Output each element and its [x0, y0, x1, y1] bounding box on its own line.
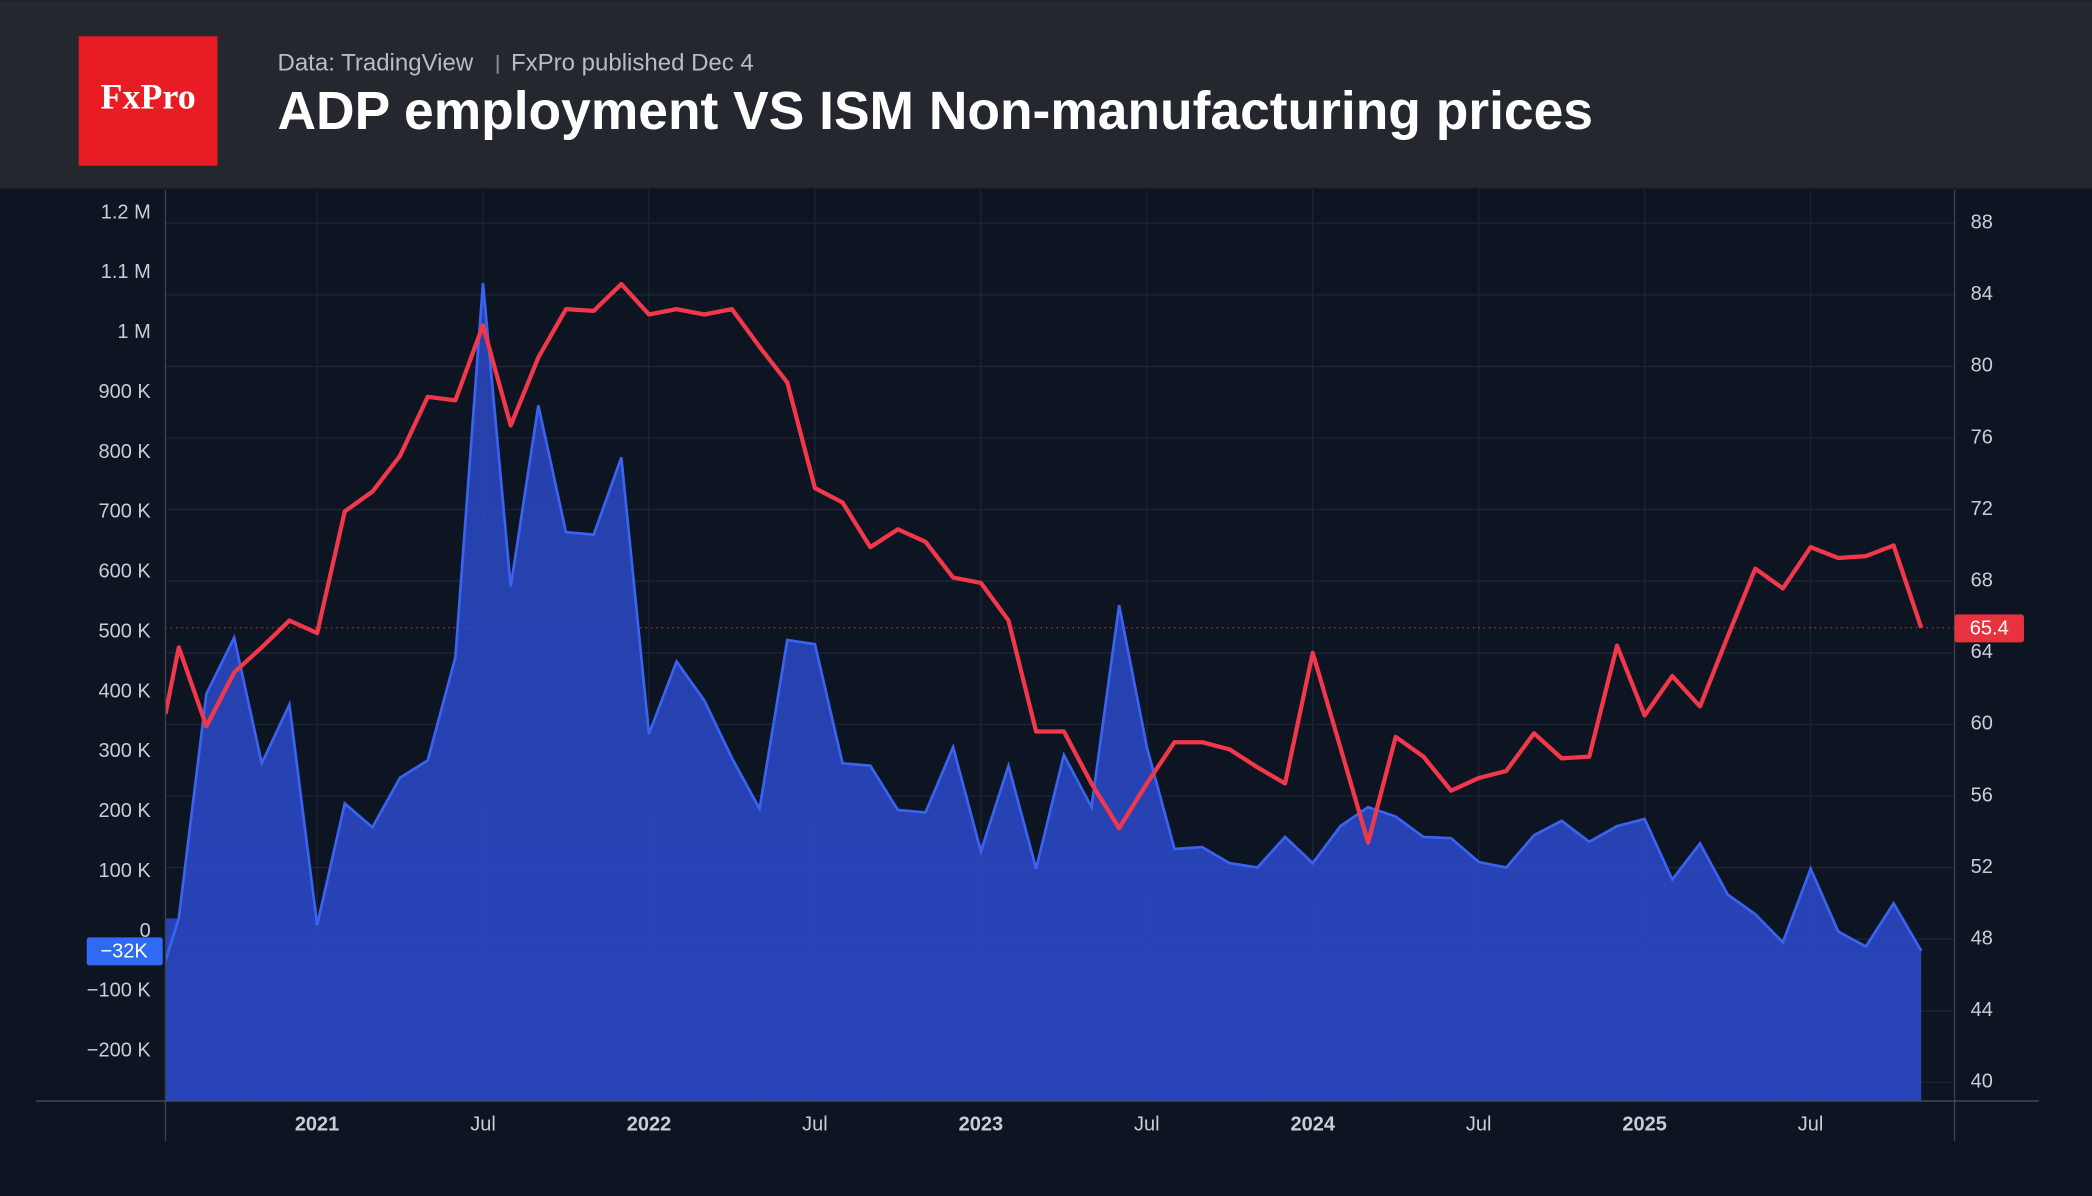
x-tick-label: 2024 [1291, 1113, 1336, 1135]
x-tick-label: Jul [802, 1113, 828, 1135]
last-value-label: 65.4 [1970, 617, 2009, 639]
last-value-badge [86, 937, 163, 966]
x-tick-label: Jul [470, 1113, 496, 1135]
y2-tick-label: 48 [1971, 927, 1993, 949]
x-tick-label: Jul [1466, 1113, 1492, 1135]
labels: 40 44 48 52 56 60 64 68 72 76 80 84 88 1.2 M 1.1 M 1 M 9… [86, 201, 2024, 1135]
axes [36, 189, 2039, 1142]
y2-tick-label: 72 [1971, 498, 1993, 520]
y-tick-label: −200 K [87, 1040, 152, 1062]
y-tick-label: 0 [140, 920, 151, 942]
y-tick-label: −100 K [87, 980, 152, 1002]
x-tick-label: Jul [1134, 1113, 1160, 1135]
last-value-label: −32K [100, 940, 148, 962]
y-tick-label: 1.2 M [101, 201, 151, 223]
y2-tick-label: 88 [1971, 211, 1993, 233]
chart-title: ADP employment VS ISM Non-manufacturing … [278, 82, 1593, 141]
source: Data: TradingView [278, 50, 474, 77]
y2-tick-label: 56 [1971, 784, 1993, 806]
x-tick-label: 2025 [1622, 1113, 1667, 1135]
area [165, 283, 1922, 1101]
y-tick-label: 1 M [117, 321, 150, 343]
y2-tick-label: 40 [1971, 1071, 1993, 1093]
y-tick-label: 200 K [98, 800, 151, 822]
y2-tick-label: 76 [1971, 426, 1993, 448]
y-tick-label: 900 K [98, 381, 151, 403]
y2-tick-label: 44 [1971, 999, 1993, 1021]
x-tick-label: 2023 [959, 1113, 1004, 1135]
y2-tick-label: 52 [1971, 856, 1993, 878]
x-tick-label: 2021 [295, 1113, 340, 1135]
y-tick-label: 400 K [98, 680, 151, 702]
y-tick-label: 700 K [98, 501, 151, 523]
logo-text: FxPro [100, 77, 195, 117]
logo [78, 36, 218, 166]
y2-tick-label: 84 [1971, 283, 1993, 305]
header [0, 0, 2092, 189]
line [165, 281, 1924, 845]
area-line [165, 283, 1923, 962]
y-tick-label: 100 K [98, 860, 151, 882]
y2-tick-label: 80 [1971, 355, 1993, 377]
y-tick-label: 300 K [98, 740, 151, 762]
y2-tick-label: 64 [1971, 641, 1993, 663]
published: FxPro published Dec 4 [511, 50, 754, 77]
x-tick-label: 2022 [627, 1113, 672, 1135]
last-value-badge [1954, 614, 2024, 643]
plot [165, 281, 1924, 1101]
y-tick-label: 800 K [98, 441, 151, 463]
y-tick-label: 600 K [98, 561, 151, 583]
y-tick-label: 1.1 M [101, 261, 151, 283]
y2-tick-label: 68 [1971, 569, 1993, 591]
x-tick-label: Jul [1798, 1113, 1824, 1135]
y-tick-label: 500 K [98, 620, 151, 642]
y2-tick-label: 60 [1971, 713, 1993, 735]
